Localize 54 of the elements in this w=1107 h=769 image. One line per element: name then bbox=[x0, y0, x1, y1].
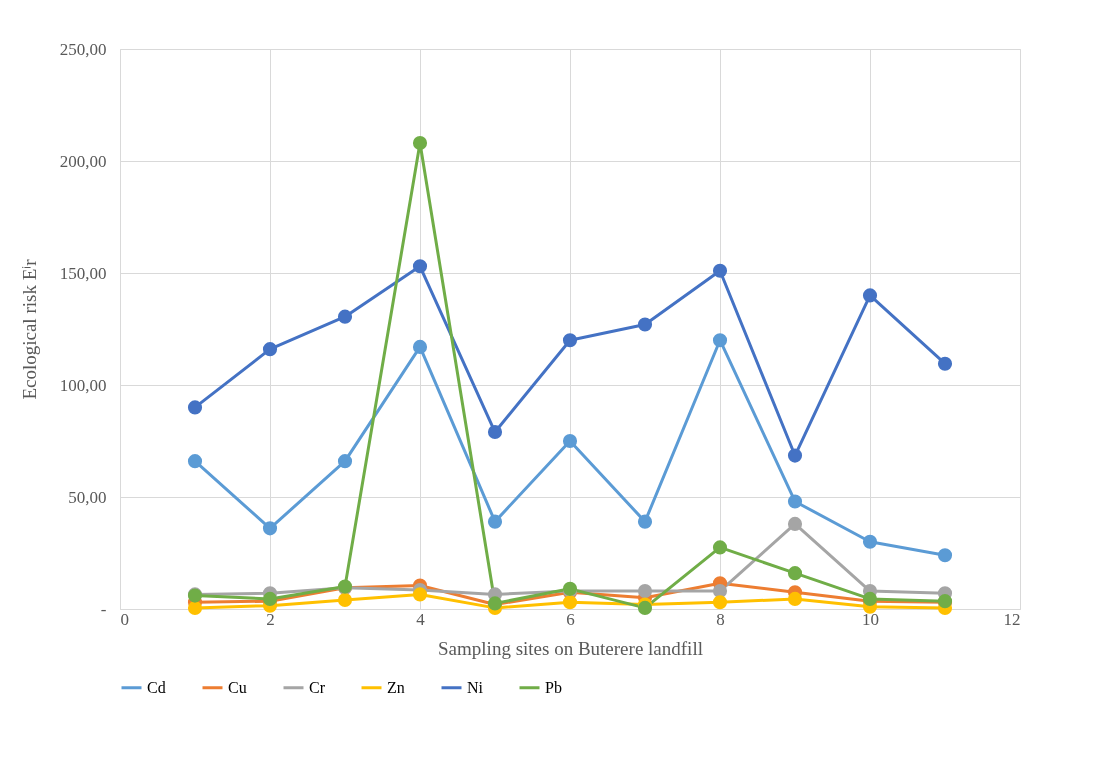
point bbox=[787, 448, 803, 463]
point bbox=[337, 309, 353, 324]
point bbox=[937, 548, 953, 563]
point bbox=[337, 592, 353, 608]
point bbox=[412, 259, 428, 274]
x-tick-label: 2 bbox=[266, 609, 275, 629]
point bbox=[562, 333, 578, 348]
point bbox=[712, 333, 728, 348]
x-tick-label: 10 bbox=[862, 609, 879, 629]
point bbox=[412, 136, 428, 151]
point bbox=[787, 494, 803, 509]
y-tick-label: 200,00 bbox=[59, 151, 107, 171]
point bbox=[562, 433, 578, 449]
point bbox=[187, 400, 203, 415]
point bbox=[637, 317, 653, 332]
point bbox=[562, 595, 578, 610]
y-tick-label: 100,00 bbox=[59, 375, 107, 395]
y-tick-label: 250,00 bbox=[59, 39, 107, 59]
y-tick-label: - bbox=[100, 599, 107, 619]
point bbox=[712, 263, 728, 278]
point bbox=[862, 288, 878, 303]
legend-label: Pb bbox=[545, 678, 562, 696]
y-tick-label: 150,00 bbox=[59, 263, 107, 283]
x-tick-label: 0 bbox=[120, 609, 129, 629]
point bbox=[637, 584, 653, 599]
point bbox=[262, 342, 278, 357]
point bbox=[187, 600, 203, 615]
point bbox=[937, 356, 953, 371]
point bbox=[187, 454, 203, 469]
x-tick-label: 6 bbox=[566, 609, 575, 629]
legend-label: Ni bbox=[467, 678, 484, 696]
legend-label: Cd bbox=[147, 678, 166, 696]
point bbox=[787, 566, 803, 581]
y-axis-title: Ecological risk Eⁱr bbox=[18, 258, 40, 400]
x-tick-label: 4 bbox=[416, 609, 426, 629]
point bbox=[712, 595, 728, 610]
point bbox=[262, 521, 278, 536]
point bbox=[787, 516, 803, 531]
x-axis-title: Sampling sites on Buterere landfill bbox=[438, 637, 703, 659]
legend-label: Zn bbox=[387, 678, 405, 696]
point bbox=[637, 514, 653, 529]
point bbox=[337, 454, 353, 469]
y-tick-label: 50,00 bbox=[68, 487, 107, 507]
point bbox=[412, 339, 428, 354]
point bbox=[412, 587, 428, 602]
legend-label: Cu bbox=[228, 678, 247, 696]
x-tick-label: 8 bbox=[716, 609, 725, 629]
point bbox=[712, 540, 728, 555]
point bbox=[487, 424, 503, 440]
legend-label: Cr bbox=[309, 678, 326, 696]
point bbox=[487, 514, 503, 529]
point bbox=[787, 591, 803, 606]
x-tick-label: 12 bbox=[1003, 609, 1021, 629]
point bbox=[862, 534, 878, 549]
